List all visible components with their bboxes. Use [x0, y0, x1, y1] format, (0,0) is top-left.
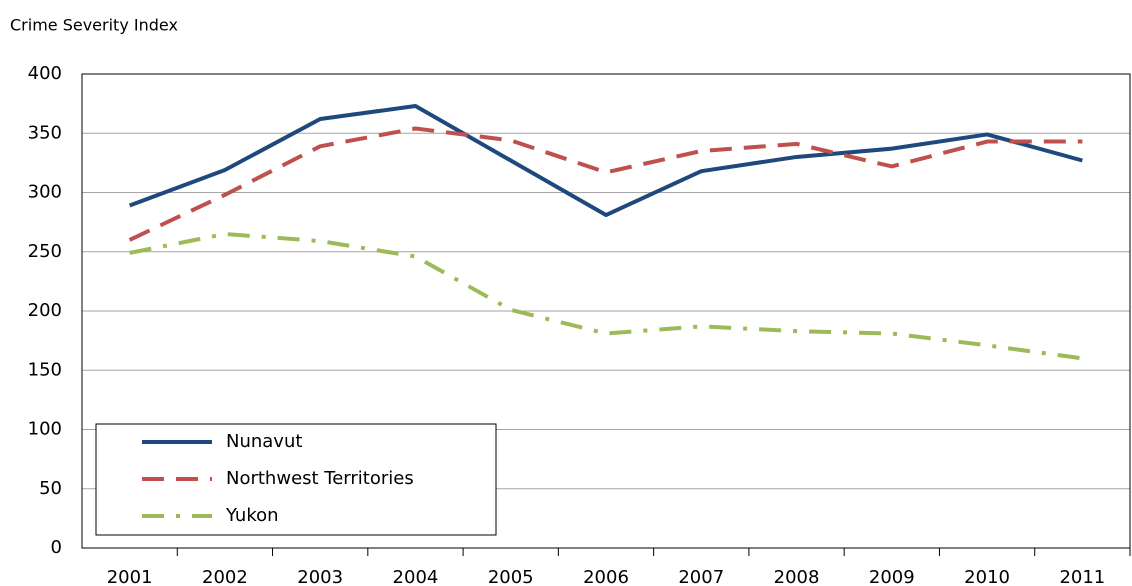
x-tick-label: 2010 [964, 567, 1010, 586]
x-tick-label: 2006 [583, 567, 629, 586]
y-tick-label: 0 [51, 537, 62, 558]
x-tick-label: 2001 [107, 567, 153, 586]
y-axis-label: Crime Severity Index [10, 16, 178, 35]
y-tick-label: 350 [28, 122, 62, 143]
x-tick-label: 2003 [297, 567, 343, 586]
legend-label: Yukon [225, 505, 279, 526]
plot-frame [81, 73, 1131, 549]
y-tick-label: 300 [28, 182, 62, 203]
y-tick-label: 200 [28, 300, 62, 321]
x-tick-label: 2007 [678, 567, 724, 586]
legend-label: Nunavut [226, 431, 302, 452]
y-tick-label: 100 [28, 419, 62, 440]
x-tick-label: 2011 [1059, 567, 1105, 586]
line-series [128, 126, 1083, 242]
line-series [129, 231, 1083, 361]
x-tick-label: 2008 [774, 567, 820, 586]
x-tick-label: 2009 [869, 567, 915, 586]
x-tick-label: 2002 [202, 567, 248, 586]
x-tick-label: 2005 [488, 567, 534, 586]
y-tick-label: 400 [28, 63, 62, 84]
y-tick-label: 50 [39, 478, 62, 499]
x-tick-label: 2004 [393, 567, 439, 586]
line-series [128, 103, 1083, 218]
legend-label: Northwest Territories [226, 468, 414, 489]
y-tick-label: 250 [28, 241, 62, 262]
y-tick-label: 150 [28, 359, 62, 380]
